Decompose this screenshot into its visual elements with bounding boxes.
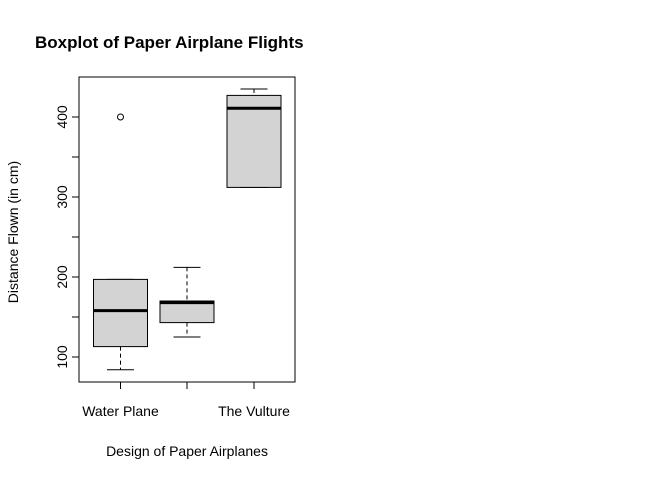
y-tick-label: 400 xyxy=(54,105,70,129)
iqr-box xyxy=(159,300,215,324)
x-tick-label: The Vulture xyxy=(218,403,290,419)
outlier-point xyxy=(117,113,124,121)
x-tick-label: Water Plane xyxy=(82,403,159,419)
y-tick-label: 300 xyxy=(54,185,70,209)
y-tick-label: 200 xyxy=(54,265,70,289)
x-axis-label: Design of Paper Airplanes xyxy=(106,443,268,459)
y-axis-label: Distance Flown (in cm) xyxy=(5,161,21,303)
iqr-box xyxy=(93,278,148,348)
iqr-box xyxy=(226,94,282,188)
chart-title: Boxplot of Paper Airplane Flights xyxy=(35,33,304,52)
y-tick-label: 100 xyxy=(54,345,70,369)
